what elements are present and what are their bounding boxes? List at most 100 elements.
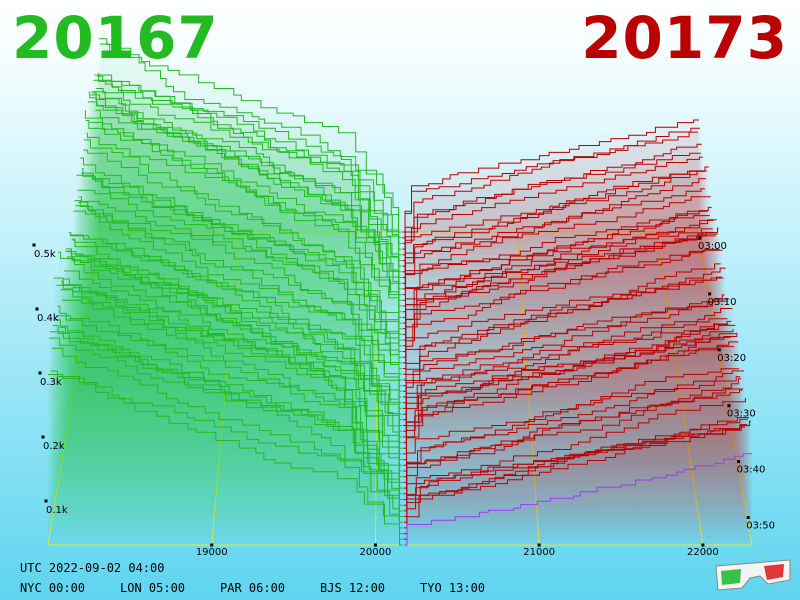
time-par: PAR 06:00 [220,581,286,595]
time-tick-marker [746,515,750,519]
time-tick-label: 03:10 [708,297,737,308]
depth-tick-marker [35,307,39,311]
bid-depth-line [50,370,403,529]
depth-tick-marker [38,371,42,375]
bid-depth-line [74,200,403,387]
ask-depth-line [402,196,711,307]
ask-depth-line [403,328,734,438]
time-tick-label: 03:00 [698,241,727,252]
ask-depth-line [403,388,744,495]
ask-depth-line [402,166,709,296]
ask-depth-line [402,156,703,261]
bid-depth-line [96,88,402,256]
depth-tick-label: 0.5k [34,249,56,260]
ask-depth-line [402,170,704,267]
bid-depth-line [86,132,402,313]
price-tick-label: 21000 [523,547,555,558]
bid-depth-line [69,234,403,415]
ask-depth-line [402,131,698,233]
bid-depth-line [98,72,402,244]
ask-depth-line [402,178,706,278]
bid-depth-line [72,239,403,398]
ask-depth-line [402,227,719,352]
bid-depth-line [48,374,403,546]
ask-depth-line [403,294,725,387]
ask-depth-line [403,425,750,535]
ask-depth-line [402,210,708,290]
bid-depth-line [56,284,403,495]
bid-depth-line [70,259,403,409]
ask-depth-line [403,453,752,546]
depth-tick-marker [41,435,45,439]
bid-depth-line [92,92,402,278]
bid-depth-line [51,347,403,523]
bid-depth-line [99,38,402,239]
price-tick-marker [373,543,377,547]
bid-depth-line [87,101,402,307]
ask-depth-line [402,219,717,341]
time-tick-marker [698,236,702,240]
time-tick-marker [727,404,731,408]
bid-depth-line [83,149,402,335]
ask-depth-line [403,300,727,398]
bid-depth-line [53,277,403,512]
ask-depth-line [403,370,745,500]
ask-depth-line [402,249,723,375]
price-gridline [211,231,240,546]
bid-depth-line [93,79,402,273]
depth-tick-label: 0.1k [46,505,68,516]
depth-tick-marker [32,243,36,247]
ask-depth-line [403,298,730,415]
ask-depth-line [402,263,721,364]
price-tick-marker [210,543,214,547]
bid-depth-line [49,331,403,535]
depth-tick-label: 0.4k [37,313,59,324]
depth-tick-marker [44,499,48,503]
bid-depth-line [81,172,402,347]
ask-depth-line [403,324,736,449]
time-nyc: NYC 00:00 [20,581,86,595]
bid-depth-line [84,110,402,324]
time-tick-marker [708,292,712,296]
depth-tick-label: 0.3k [40,377,62,388]
time-bjs: BJS 12:00 [320,581,386,595]
ask-depth-line [402,206,712,313]
time-tick-label: 03:40 [737,465,766,476]
ask-depth-line [403,417,750,529]
bid-depth-line [83,139,402,330]
bid-depth-line [58,251,403,483]
bid-depth-line [52,325,403,517]
ask-price: 20173 [581,4,788,72]
bid-depth-line [79,196,402,358]
time-tick-marker [717,348,721,352]
time-tick-label: 03:30 [727,409,756,420]
price-tick-label: 20000 [360,547,392,558]
time-tick-label: 03:50 [746,520,775,531]
price-tick-label: 22000 [687,547,719,558]
bid-depth-line [64,270,403,449]
ask-depth-line [403,308,733,432]
bid-depth-line [66,248,403,438]
ask-depth-line [403,341,739,466]
ask-depth-line [403,398,747,512]
bid-depth-line [94,74,402,267]
bid-depth-line [63,278,403,455]
ask-depth-line [402,127,700,244]
bid-depth-line [67,251,403,426]
ask-depth-line [402,143,702,256]
price-tick-label: 19000 [196,547,228,558]
3d-glasses-icon[interactable] [712,556,794,592]
bid-depth-line [82,168,402,341]
ask-depth-line [403,378,742,483]
bid-depth-line [80,157,402,352]
ask-depth-line [403,332,738,461]
ask-depth-line [402,233,718,347]
bid-depth-line [76,174,402,375]
time-tick-label: 03:20 [717,353,746,364]
ask-depth-line [402,119,699,239]
bid-depth-line [73,210,403,392]
ask-depth-line [403,267,726,392]
bid-depth-line [68,232,403,421]
bid-depth-line [48,337,403,540]
